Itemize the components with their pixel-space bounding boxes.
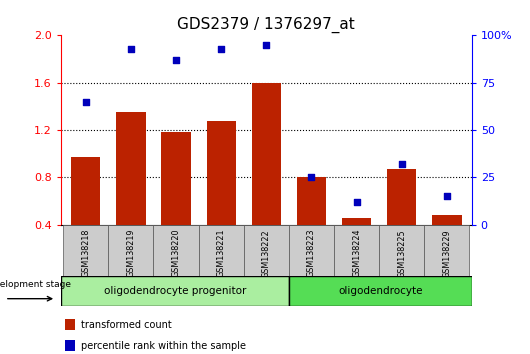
Bar	[289, 225, 334, 276]
Text: transformed count: transformed count	[82, 320, 172, 330]
Bar	[289, 276, 472, 306]
Text: GSM138225: GSM138225	[398, 229, 406, 278]
Bar	[207, 121, 236, 225]
Text: GSM138219: GSM138219	[127, 229, 135, 278]
Bar	[154, 225, 199, 276]
Bar	[252, 83, 281, 225]
Bar	[108, 225, 154, 276]
Text: oligodendrocyte: oligodendrocyte	[338, 286, 422, 296]
Bar	[65, 340, 75, 351]
Point	[443, 194, 451, 199]
Title: GDS2379 / 1376297_at: GDS2379 / 1376297_at	[178, 16, 355, 33]
Text: GSM138229: GSM138229	[443, 229, 452, 278]
Bar	[432, 215, 462, 225]
Text: GSM138220: GSM138220	[172, 229, 181, 278]
Bar	[425, 225, 470, 276]
Point	[172, 57, 180, 63]
Text: GSM138221: GSM138221	[217, 229, 226, 278]
Text: percentile rank within the sample: percentile rank within the sample	[82, 341, 246, 351]
Text: GSM138218: GSM138218	[81, 229, 90, 277]
Bar	[379, 225, 425, 276]
Bar	[199, 225, 244, 276]
Bar	[116, 112, 146, 225]
Bar	[297, 177, 326, 225]
Point	[398, 161, 406, 167]
Point	[217, 46, 225, 51]
Text: oligodendrocyte progenitor: oligodendrocyte progenitor	[104, 286, 246, 296]
Text: GSM138222: GSM138222	[262, 229, 271, 278]
Bar	[63, 225, 108, 276]
Point	[262, 42, 270, 48]
Bar	[71, 157, 101, 225]
Bar	[61, 276, 289, 306]
Text: development stage: development stage	[0, 280, 72, 289]
Point	[82, 99, 90, 104]
Point	[127, 46, 135, 51]
Point	[307, 175, 316, 180]
Bar	[334, 225, 379, 276]
Point	[352, 199, 361, 205]
Bar	[342, 218, 372, 225]
Bar	[244, 225, 289, 276]
Text: GSM138223: GSM138223	[307, 229, 316, 278]
Bar	[387, 169, 417, 225]
Bar	[161, 132, 191, 225]
Bar	[65, 319, 75, 331]
Text: GSM138224: GSM138224	[352, 229, 361, 278]
